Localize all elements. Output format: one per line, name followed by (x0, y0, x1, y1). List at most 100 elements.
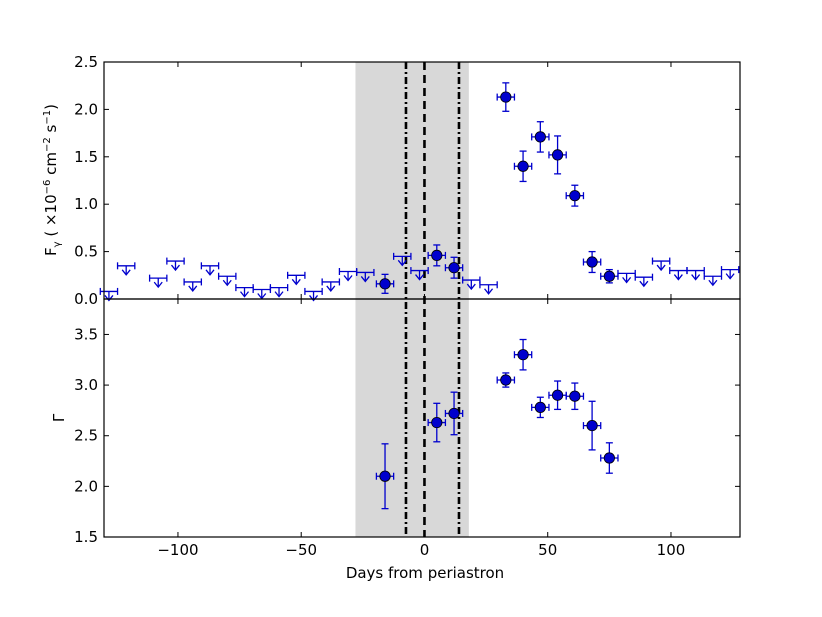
flux-upper-limit (617, 269, 636, 284)
flux-ytick-label: 2.0 (74, 100, 98, 118)
flux-upper-limit-arrow (343, 275, 353, 282)
flux-upper-limit (338, 268, 358, 282)
xtick-label: −50 (285, 541, 317, 559)
flux-upper-limit-arrow (639, 280, 649, 288)
gamma-ytick-label: 2.0 (74, 477, 98, 495)
flux-ytick-label: 0.0 (74, 290, 98, 308)
flux-upper-limit-arrow (691, 274, 701, 281)
flux-ylabel-exp3: −1 (42, 110, 53, 125)
flux-upper-limit-arrow (309, 295, 319, 302)
gamma-marker (431, 416, 443, 429)
flux-data-point (531, 121, 550, 153)
flux-upper-limit-arrow (274, 291, 284, 298)
xtick-label: 50 (538, 541, 557, 559)
gamma-data-point (375, 443, 395, 510)
gamma-marker (534, 401, 546, 413)
flux-marker (586, 256, 598, 268)
flux-upper-limit (166, 257, 185, 272)
flux-data-point (582, 250, 602, 274)
flux-data-point (496, 82, 516, 112)
flux-marker (551, 149, 564, 161)
flux-ytick-label: 1.0 (74, 195, 98, 213)
flux-upper-limit-arrow (104, 295, 114, 302)
flux-upper-limit (686, 267, 705, 281)
flux-upper-limit (183, 278, 203, 292)
gamma-data-point (600, 442, 619, 474)
flux-upper-limit-arrow (725, 273, 735, 280)
flux-upper-limit (356, 268, 375, 283)
flux-upper-limit-arrow (622, 276, 632, 284)
gamma-marker (500, 374, 512, 386)
gamma-ytick-label: 1.5 (74, 528, 98, 546)
flux-marker (448, 262, 460, 274)
flux-upper-limit (651, 257, 671, 272)
flux-upper-limit (116, 262, 136, 276)
flux-upper-limit (321, 278, 341, 292)
gamma-ylabel: Γ (50, 413, 68, 422)
flux-marker (534, 131, 546, 143)
axis-ticks: 0.0 0.5 1.0 1.5 2.0 2.5 1.5 2.0 2.5 3.0 3.5 −100 −50… (74, 53, 740, 559)
xtick-label: 100 (657, 541, 686, 559)
flux-ylabel-close: ) (42, 104, 60, 110)
gamma-marker (517, 349, 529, 361)
flux-data-point (444, 256, 464, 279)
flux-marker (431, 249, 443, 261)
xtick-label: 0 (420, 541, 430, 559)
flux-upper-limit (669, 267, 688, 281)
flux-marker (379, 278, 391, 290)
flux-upper-limit (393, 252, 412, 267)
gamma-data-point (513, 338, 533, 371)
flux-data-point (600, 268, 619, 284)
flux-ylabel-sub: γ (52, 241, 63, 247)
gamma-marker (603, 452, 615, 464)
flux-upper-limit (720, 266, 740, 280)
gamma-data-point (531, 396, 550, 419)
flux-ytick-label: 1.5 (74, 148, 98, 166)
gamma-ytick-label: 3.5 (74, 325, 98, 343)
gamma-marker (448, 407, 460, 420)
flux-ylabel-prefix: F (42, 247, 60, 256)
flux-ylabel-unit: s (42, 124, 60, 137)
flux-data-point (565, 184, 585, 207)
gamma-data-point (548, 380, 567, 411)
flux-upper-limit (304, 287, 323, 302)
flux-ylabel-exp2: −2 (42, 137, 53, 152)
gamma-data-point (582, 400, 602, 451)
flux-upper-limit (200, 262, 220, 276)
gamma-ytick-label: 2.5 (74, 427, 98, 445)
xtick-label: −100 (157, 541, 198, 559)
gamma-marker (379, 470, 391, 482)
gamma-axes-frame (103, 298, 741, 538)
gamma-marker (586, 419, 598, 432)
photon-index-panel-marks (375, 338, 619, 510)
flux-upper-limit (252, 286, 272, 300)
flux-marker (603, 270, 615, 282)
flux-data-point (427, 244, 447, 267)
flux-ytick-label: 0.5 (74, 243, 98, 261)
flux-upper-limit-arrow (484, 288, 494, 295)
flux-upper-limit (235, 284, 254, 298)
x-axis-label: Days from periastron (346, 564, 504, 582)
flux-upper-limit-arrow (708, 279, 718, 287)
axes-frames (103, 61, 741, 538)
flux-upper-limit (269, 284, 289, 298)
flux-upper-limit-arrow (153, 281, 163, 289)
flux-upper-limit (99, 287, 119, 302)
flux-upper-limit-arrow (222, 279, 232, 287)
flux-marker (569, 190, 581, 202)
flux-upper-limit (462, 276, 481, 291)
flux-upper-limit-arrow (397, 259, 407, 267)
gamma-data-point (565, 382, 585, 411)
flux-upper-limit (634, 273, 654, 288)
gamma-data-point (444, 391, 464, 436)
flux-ylabel-mid: cm (42, 152, 60, 180)
flux-upper-limit-arrow (673, 274, 683, 281)
gamma-marker (569, 390, 581, 402)
flux-upper-limit (703, 272, 723, 287)
flux-upper-limit (217, 272, 237, 287)
flux-ylabel: Fγ ( ×10−6 cm−2 s−1) (42, 104, 63, 256)
flux-upper-limit (287, 271, 306, 286)
gamma-marker (551, 389, 564, 401)
gamma-data-point (427, 402, 447, 443)
